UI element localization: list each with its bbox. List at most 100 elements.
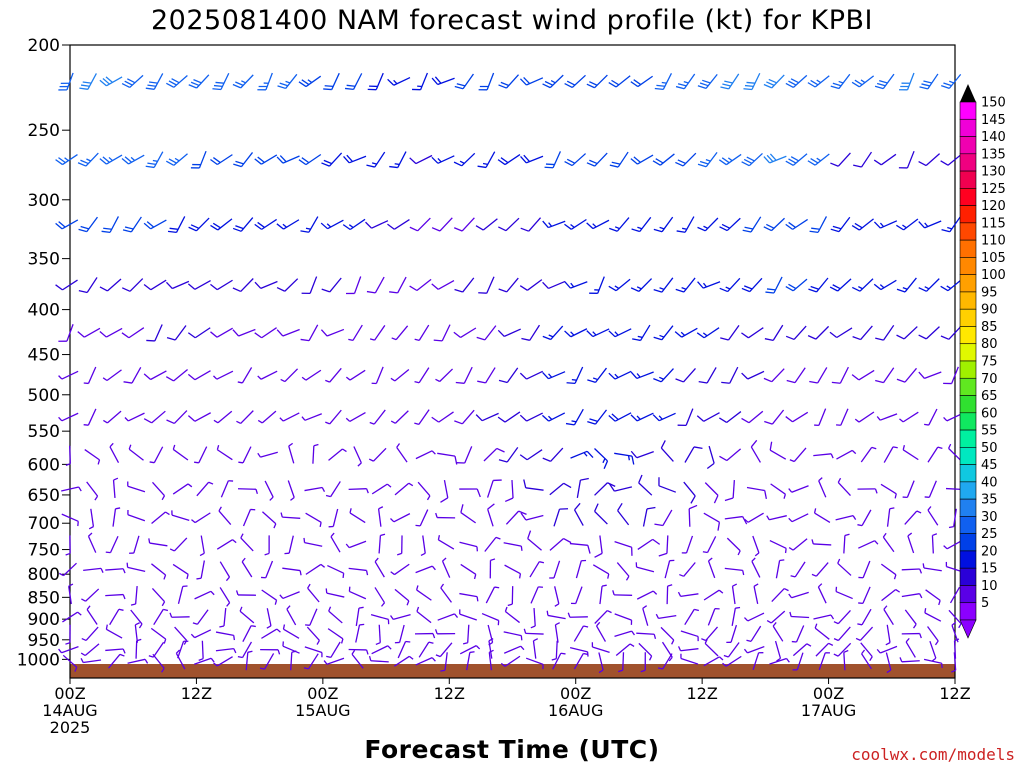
wind-barb	[544, 151, 562, 169]
barb-shaft	[680, 657, 699, 665]
wind-barb	[245, 650, 253, 671]
wind-barb	[567, 612, 588, 618]
colorbar-label: 15	[981, 562, 998, 577]
wind-barb	[280, 512, 301, 519]
barb-shaft	[594, 610, 608, 624]
barb-feather	[149, 81, 158, 84]
barb-shaft	[437, 155, 455, 164]
wind-barb	[500, 655, 521, 667]
wind-barb	[726, 624, 738, 644]
wind-barb	[835, 514, 857, 521]
barb-shaft	[642, 608, 649, 626]
barb-shaft	[215, 631, 234, 637]
wind-barb	[175, 649, 186, 670]
x-tick-label: 2025	[50, 718, 91, 737]
barb-feather	[542, 83, 551, 89]
barb-half-feather	[65, 552, 71, 556]
wind-barb	[553, 508, 569, 527]
barb-half-feather	[390, 518, 395, 523]
barb-half-feather	[190, 633, 196, 639]
barb-shaft	[859, 626, 874, 641]
wind-barb	[213, 370, 234, 380]
colorbar-label: 120	[981, 199, 1006, 214]
barb-half-feather	[286, 605, 291, 610]
barb-half-feather	[727, 157, 733, 162]
wind-barb	[951, 652, 957, 673]
wind-barb	[724, 479, 736, 502]
barb-shaft	[684, 609, 695, 626]
barb-feather	[807, 160, 816, 166]
barb-shaft	[570, 328, 588, 338]
barb-half-feather	[560, 652, 566, 655]
wind-barb	[143, 370, 167, 381]
wind-barb	[875, 324, 895, 341]
barb-shaft	[923, 658, 942, 664]
barb-feather	[301, 157, 310, 164]
barb-half-feather	[386, 483, 392, 488]
barb-shaft	[684, 446, 695, 463]
x-tick-label: 16AUG	[548, 701, 603, 720]
barb-shaft	[261, 410, 277, 424]
barb-shaft	[418, 324, 430, 341]
wind-barb	[817, 583, 827, 604]
barb-shaft	[484, 325, 497, 341]
barb-feather	[586, 83, 595, 89]
wind-barb	[616, 562, 630, 581]
wind-barb	[475, 412, 499, 422]
barb-shaft	[637, 538, 654, 551]
wind-barb	[652, 153, 675, 166]
barb-shaft	[330, 481, 341, 497]
wind-barb	[151, 588, 166, 607]
barb-half-feather	[946, 285, 952, 289]
barb-feather	[769, 441, 773, 451]
barb-half-feather	[876, 648, 881, 654]
wind-barb	[594, 535, 603, 558]
barb-feather	[652, 538, 661, 545]
barb-shaft	[218, 510, 232, 525]
wind-barb	[232, 278, 254, 293]
wind-barb	[854, 411, 875, 423]
barb-feather	[168, 158, 177, 164]
barb-half-feather	[342, 573, 345, 578]
y-tick-label: 500	[28, 386, 60, 406]
barb-half-feather	[679, 573, 684, 577]
wind-barb	[348, 488, 369, 494]
barb-shaft	[66, 324, 74, 342]
barb-feather	[809, 380, 818, 384]
barb-feather	[276, 287, 286, 292]
wind-barb	[873, 279, 897, 291]
barb-shaft	[818, 652, 826, 670]
barb-feather	[785, 416, 793, 423]
barb-shaft	[927, 626, 939, 642]
barb-shaft	[308, 324, 319, 341]
barb-shaft	[636, 451, 654, 459]
barb-half-feather	[702, 551, 708, 554]
barb-half-feather	[135, 622, 140, 626]
wind-barb	[396, 443, 408, 463]
barb-half-feather	[554, 603, 560, 607]
barb-half-feather	[172, 444, 176, 450]
barb-shaft	[837, 609, 851, 625]
wind-barb	[899, 411, 919, 423]
barb-shaft	[904, 277, 917, 293]
barb-shaft	[485, 151, 496, 168]
barb-shaft	[326, 328, 345, 337]
barb-feather	[788, 283, 797, 290]
barb-half-feather	[431, 565, 436, 571]
wind-barb	[415, 450, 436, 460]
barb-shaft	[242, 446, 252, 464]
barb-shaft	[791, 615, 810, 619]
barb-feather	[365, 221, 373, 229]
wind-barb	[852, 278, 874, 292]
barb-shaft	[570, 450, 588, 459]
barb-shaft	[61, 486, 79, 492]
barb-half-feather	[416, 606, 420, 612]
wind-barb	[242, 508, 256, 527]
credit-text[interactable]: coolwx.com/models	[851, 745, 1015, 764]
barb-shaft	[194, 280, 211, 290]
barb-shaft	[128, 154, 145, 165]
wind-barb	[394, 482, 414, 496]
wind-barb	[718, 153, 742, 166]
barb-shaft	[177, 586, 184, 604]
barb-half-feather	[753, 583, 759, 587]
